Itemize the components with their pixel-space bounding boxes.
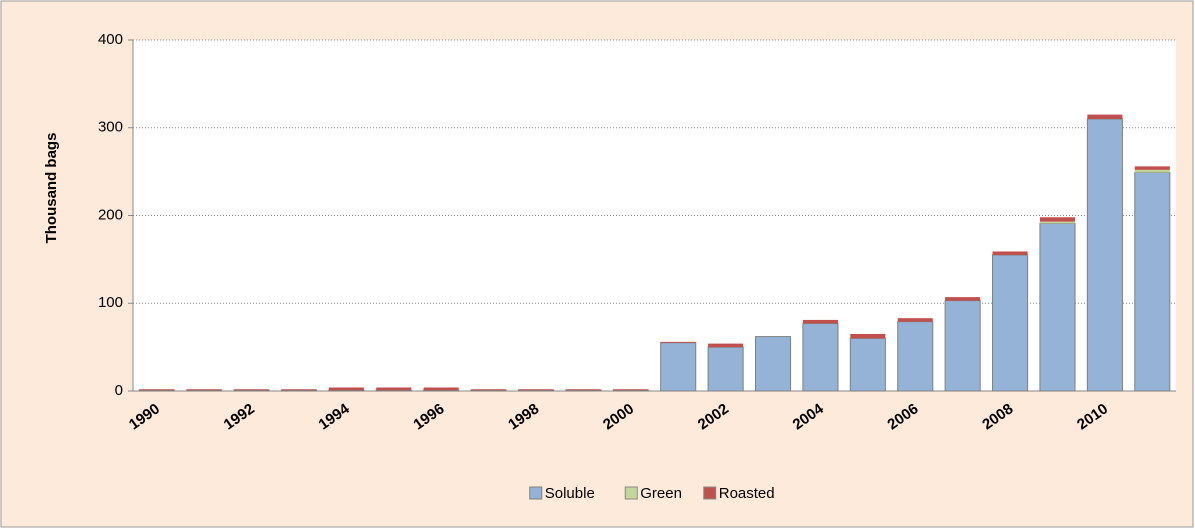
bar-segment (1039, 221, 1076, 224)
bar-segment (471, 389, 507, 391)
bar-segment (423, 389, 460, 392)
bar-segment (1039, 222, 1076, 392)
bar-segment (375, 389, 412, 392)
bar-segment (139, 389, 175, 391)
bar-segment (850, 333, 886, 339)
bar-segment (280, 389, 317, 392)
y-tick-label: 400 (98, 31, 123, 48)
bar-segment (849, 337, 886, 392)
bar-segment (328, 389, 365, 392)
legend-label: Green (640, 485, 682, 502)
legend-swatch (703, 486, 717, 500)
y-tick-label: 300 (98, 119, 123, 136)
bar-segment (565, 389, 601, 391)
bar-segment (138, 389, 175, 392)
bar-segment (565, 389, 602, 392)
y-tick-label: 200 (98, 206, 123, 223)
bar-segment (612, 389, 649, 392)
legend-label: Soluble (545, 485, 595, 502)
bar-segment (423, 387, 459, 391)
bar-segment (186, 389, 222, 391)
bar-segment (376, 387, 412, 391)
bar-segment (1087, 114, 1123, 119)
bar-segment (897, 318, 933, 322)
bar-segment (1086, 118, 1123, 392)
bar-segment (992, 251, 1028, 255)
y-axis-label: Thousand bags (43, 133, 60, 244)
legend-swatch (529, 486, 543, 500)
bar-segment (708, 343, 744, 348)
bar-segment (281, 389, 317, 391)
bar-segment (754, 336, 792, 392)
bar-segment (186, 389, 223, 392)
legend-label: Roasted (719, 485, 775, 502)
bar-segment (992, 254, 1029, 392)
bar-segment (897, 321, 934, 392)
bar-segment (328, 387, 364, 391)
bar-segment (233, 389, 270, 392)
y-tick-label: 100 (98, 294, 123, 311)
bar-segment (660, 341, 696, 343)
legend-swatch (624, 486, 638, 500)
bar-segment (1039, 217, 1076, 222)
bar-segment (518, 389, 554, 391)
bar-segment (944, 300, 981, 392)
bar-segment (233, 389, 270, 391)
bar-segment (470, 389, 507, 392)
bar-segment (707, 346, 744, 392)
bar-segment (517, 389, 555, 392)
bar-segment (1134, 172, 1171, 392)
y-tick-label: 0 (115, 382, 123, 399)
bar-segment (802, 319, 838, 324)
bar-segment (802, 322, 839, 392)
bar-segment (945, 297, 981, 301)
bar-segment (1134, 166, 1170, 170)
bar-segment (660, 342, 697, 392)
bar-segment (1134, 169, 1170, 173)
bar-segment (613, 389, 649, 391)
